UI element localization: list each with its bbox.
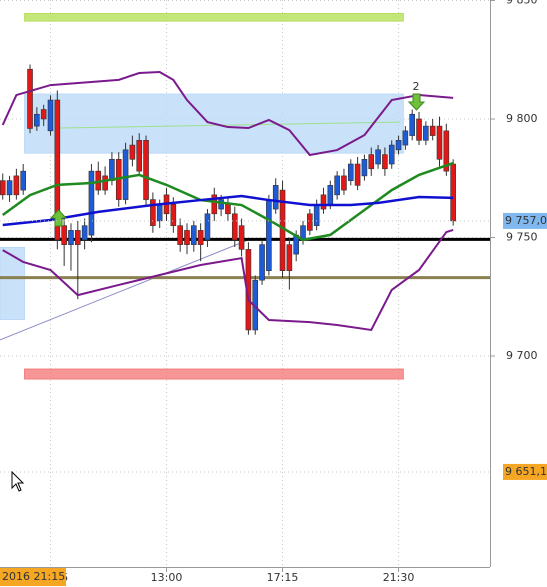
candle-body <box>74 230 81 245</box>
trend-line <box>60 121 400 129</box>
candle-body <box>259 244 265 281</box>
candle-body <box>218 199 224 210</box>
candle-body <box>416 118 422 141</box>
candle-body <box>34 113 40 127</box>
candle-body <box>443 130 450 172</box>
zone <box>24 13 404 22</box>
candle-body <box>47 99 54 132</box>
indicator-line <box>1 71 454 157</box>
crosshair-label: 2016 21:15 <box>2 570 65 583</box>
y-tick-label: 9 750 <box>506 231 538 244</box>
zone <box>0 246 26 321</box>
candle-body <box>13 175 20 196</box>
candle-body <box>156 204 163 222</box>
candle-body <box>68 230 74 245</box>
candle-body <box>20 170 27 191</box>
candle-body <box>409 113 416 136</box>
x-tick-label: 21:30 <box>383 571 415 584</box>
crosshair-box <box>0 568 66 586</box>
candle-body <box>40 109 47 120</box>
indicator-line <box>1 161 454 242</box>
x-tick-label: 13:00 <box>151 571 183 584</box>
candle-body <box>129 144 136 160</box>
signal-arrow <box>49 209 68 227</box>
candle-body <box>286 244 293 271</box>
trend-line <box>0 239 249 341</box>
candle-body <box>61 225 67 245</box>
candle-body <box>88 170 95 236</box>
x-tick-label: 17:15 <box>267 571 299 584</box>
y-tick-label: 9 850 <box>506 0 538 6</box>
candle-body <box>54 99 61 241</box>
candle-body <box>347 163 354 181</box>
candle-body <box>354 163 361 186</box>
candle-body <box>368 154 375 170</box>
candle-body <box>388 144 395 165</box>
candle-body <box>6 180 13 196</box>
candle-body <box>211 194 218 215</box>
candle-body <box>436 125 443 160</box>
candle-body <box>184 230 190 245</box>
candle-body <box>382 154 388 170</box>
candle-body <box>334 175 340 196</box>
indicator-line <box>2 194 454 227</box>
price-tag-label: 9 651,1 <box>505 465 547 478</box>
candle-body <box>191 225 197 245</box>
candle-body <box>177 225 183 245</box>
candle-body <box>307 213 313 231</box>
y-tick-label: 9 800 <box>506 112 538 125</box>
candle-body <box>402 130 409 146</box>
candle-body <box>0 180 6 196</box>
price-tag <box>503 463 547 480</box>
candle-body <box>27 68 33 129</box>
candle-body <box>429 125 436 136</box>
candle-body <box>341 175 347 191</box>
candle-body <box>102 175 108 191</box>
candle-body <box>136 140 143 172</box>
signal-arrow <box>407 93 426 111</box>
candle-body <box>109 158 115 181</box>
candle-body <box>170 204 177 226</box>
candle-body <box>327 185 334 205</box>
indicator-line <box>2 228 454 332</box>
candle-body <box>122 149 129 200</box>
candle-body <box>313 204 320 226</box>
candle-body <box>320 194 327 210</box>
cursor <box>11 470 25 492</box>
y-tick-label: 9 700 <box>506 349 538 362</box>
candle-body <box>272 185 279 210</box>
candle-body <box>423 125 429 141</box>
candle-body <box>395 140 402 151</box>
annotation: 2 <box>413 80 420 93</box>
candle-body <box>231 213 238 241</box>
candle-body <box>225 204 231 215</box>
candle-body <box>361 158 368 177</box>
candle-body <box>238 225 245 250</box>
candle-body <box>450 163 456 222</box>
candle-body <box>266 199 272 271</box>
zone <box>24 368 404 380</box>
candle-body <box>81 225 88 241</box>
candle-body <box>143 140 149 200</box>
price-tag-label: 9 757,0 <box>505 214 547 227</box>
price-tag <box>503 212 547 229</box>
candle-body <box>204 213 211 241</box>
candle-body <box>197 230 204 245</box>
candle-body <box>150 199 156 226</box>
candle-body <box>375 149 381 165</box>
